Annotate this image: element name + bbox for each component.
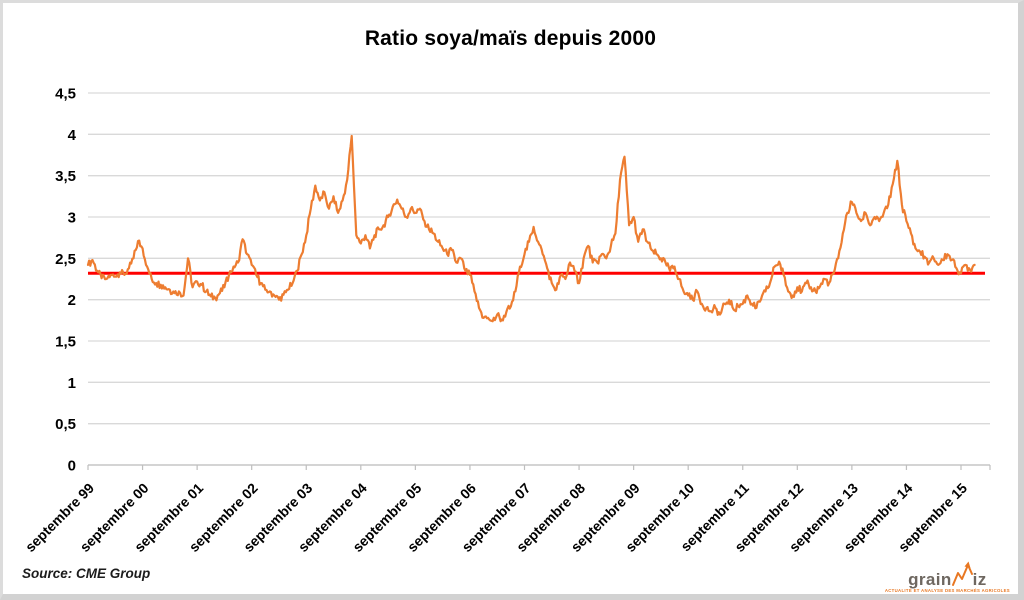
y-tick-label: 4,5 — [55, 86, 76, 103]
y-tick-label: 0 — [68, 458, 76, 475]
y-tick-label: 0,5 — [55, 416, 76, 433]
y-tick-label: 3 — [68, 210, 76, 227]
chart-title: Ratio soya/maïs depuis 2000 — [364, 27, 657, 50]
y-tick-label: 2 — [68, 292, 76, 309]
grainwiz-wordmark: grain iz — [885, 561, 1010, 588]
y-tick-label: 2,5 — [55, 251, 76, 268]
logo-text-iz: iz — [972, 569, 987, 589]
logo-text-grain: grain — [908, 569, 952, 589]
y-tick-label: 3,5 — [55, 168, 76, 185]
y-tick-label: 4 — [68, 127, 77, 144]
grainwiz-logo: grain iz ACTUALITÉ ET ANALYSE DES MARCHÉ… — [885, 561, 1010, 593]
logo-tagline: ACTUALITÉ ET ANALYSE DES MARCHÉS AGRICOL… — [884, 587, 1010, 593]
chart-zigzag-icon — [951, 561, 973, 586]
ratio-series-line — [86, 134, 976, 323]
source-note: Source: CME Group — [22, 566, 151, 581]
y-tick-label: 1,5 — [55, 334, 76, 351]
y-tick-label: 1 — [68, 375, 76, 392]
